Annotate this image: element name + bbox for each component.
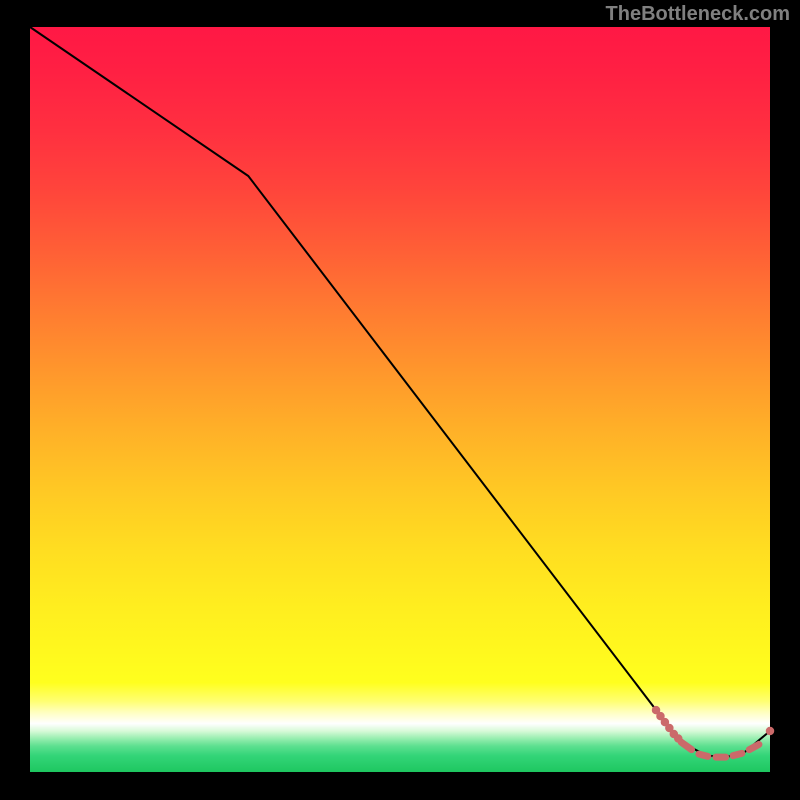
marker-point — [766, 727, 774, 735]
chart-container: TheBottleneck.com — [0, 0, 800, 800]
marker-dash — [733, 753, 742, 755]
marker-dash — [699, 754, 708, 756]
marker-point — [674, 735, 682, 743]
watermark-text: TheBottleneck.com — [606, 3, 790, 26]
chart-overlay — [0, 0, 800, 800]
marker-dash — [681, 742, 691, 749]
main-curve — [30, 27, 770, 757]
marker-dash — [749, 744, 759, 749]
